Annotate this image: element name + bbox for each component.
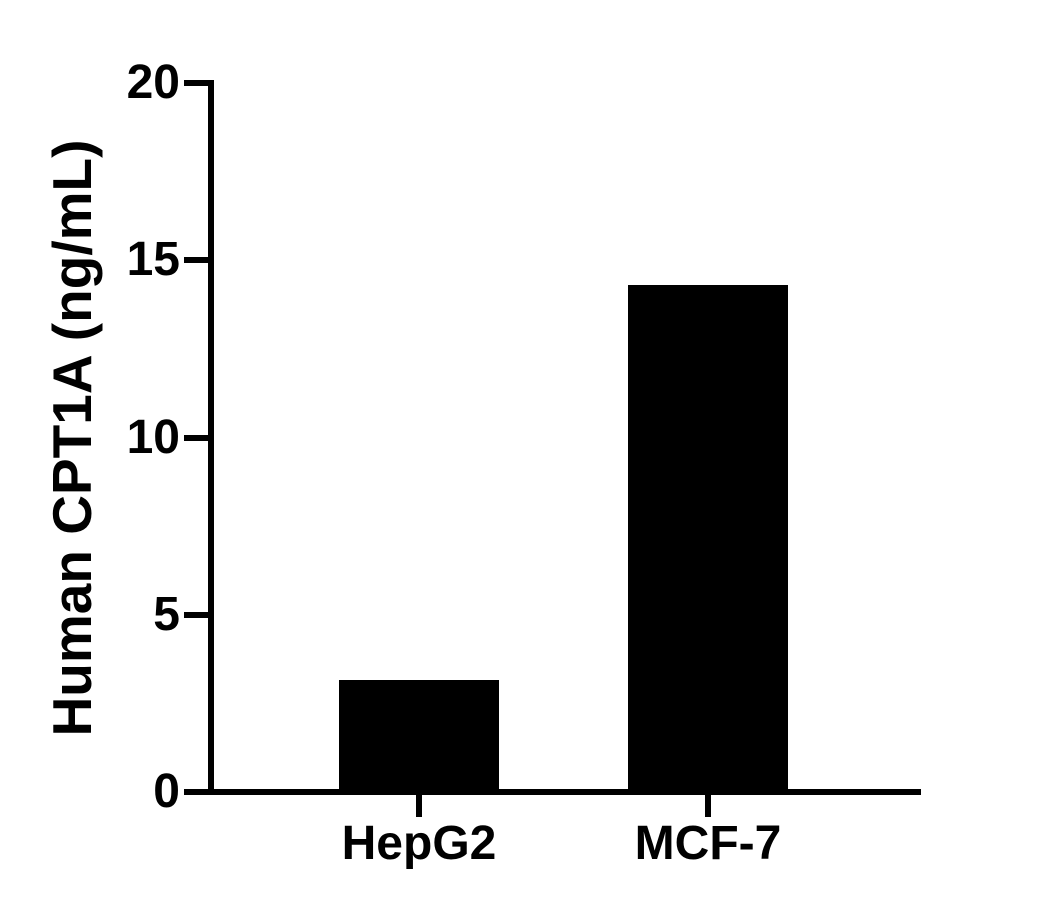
x-axis-tick	[705, 795, 711, 817]
y-axis-tick	[184, 80, 208, 86]
bar-hepg2	[339, 680, 499, 792]
y-axis-tick-label: 20	[126, 56, 180, 109]
y-axis-tick-label: 10	[126, 410, 180, 464]
x-axis-category-label: MCF-7	[634, 817, 782, 870]
x-axis-tick	[416, 795, 422, 817]
y-axis-tick	[184, 434, 208, 441]
y-axis-tick	[184, 257, 208, 264]
bar-mcf-7	[628, 285, 788, 792]
y-axis-tick-label: 15	[126, 233, 180, 287]
x-axis-line	[184, 789, 921, 795]
x-axis-category-label: HepG2	[341, 817, 497, 870]
y-axis-line	[208, 80, 214, 795]
y-axis-tick-label: 5	[153, 587, 180, 641]
y-axis-tick-label: 0	[153, 765, 180, 818]
y-axis-tick	[184, 789, 208, 795]
y-axis-tick	[184, 611, 208, 618]
